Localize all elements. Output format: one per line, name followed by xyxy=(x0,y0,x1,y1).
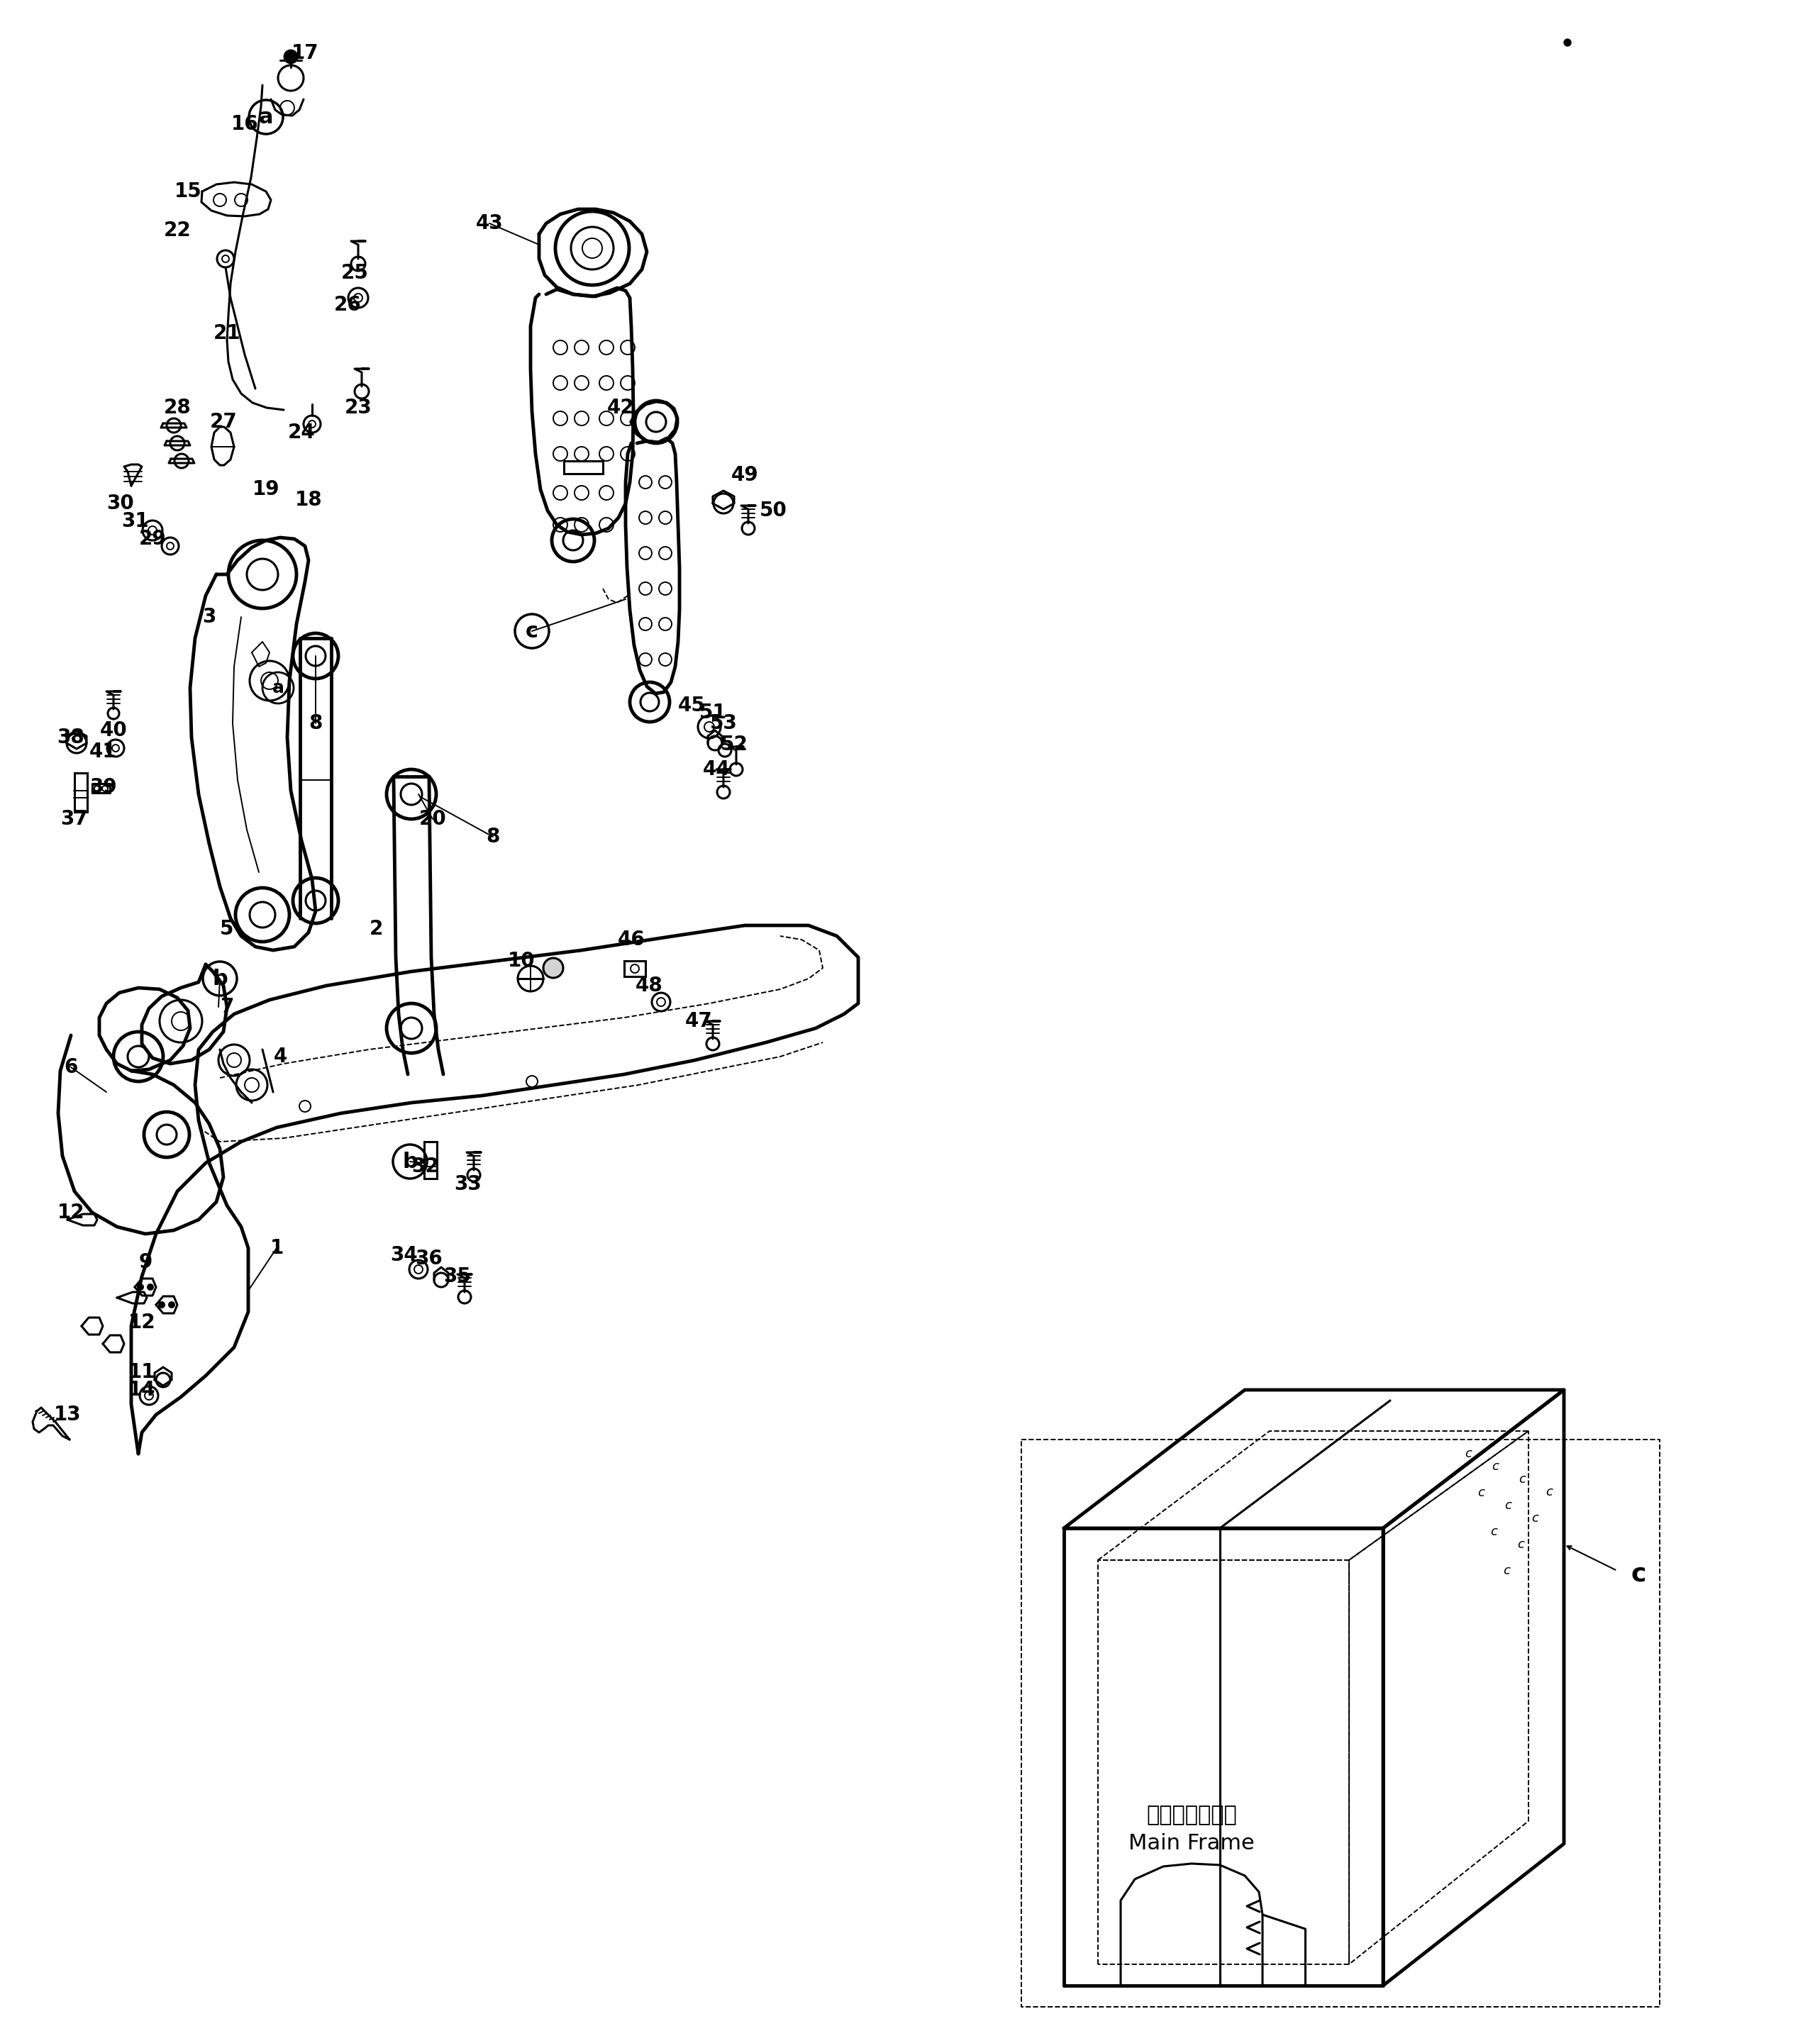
Circle shape xyxy=(138,1285,144,1289)
Text: 17: 17 xyxy=(291,43,318,63)
Text: 44: 44 xyxy=(703,760,730,778)
Text: b: b xyxy=(402,1152,417,1173)
Text: 12: 12 xyxy=(127,1312,155,1332)
Bar xyxy=(424,1142,437,1179)
Circle shape xyxy=(544,958,562,979)
Text: 39: 39 xyxy=(89,776,116,797)
Text: 49: 49 xyxy=(732,466,759,484)
Text: 43: 43 xyxy=(475,212,502,233)
Text: 30: 30 xyxy=(107,494,135,513)
Text: メインフレーム: メインフレーム xyxy=(1147,1806,1238,1826)
Text: 4: 4 xyxy=(273,1046,288,1066)
Text: 36: 36 xyxy=(415,1248,442,1269)
Text: 28: 28 xyxy=(164,398,191,417)
Text: 42: 42 xyxy=(606,398,635,417)
Text: 24: 24 xyxy=(288,423,315,443)
Text: b: b xyxy=(213,968,228,989)
Text: 35: 35 xyxy=(444,1267,471,1287)
Bar xyxy=(564,462,602,474)
Text: 8: 8 xyxy=(486,827,501,846)
Circle shape xyxy=(286,51,297,63)
Text: 31: 31 xyxy=(122,511,149,531)
Circle shape xyxy=(147,1285,153,1289)
Text: a: a xyxy=(271,680,284,697)
Text: 6: 6 xyxy=(64,1058,78,1077)
Text: 21: 21 xyxy=(213,323,240,343)
Text: 7: 7 xyxy=(220,997,233,1017)
Text: 14: 14 xyxy=(127,1379,155,1399)
Text: 52: 52 xyxy=(721,735,748,754)
Text: 23: 23 xyxy=(344,398,371,417)
Text: 15: 15 xyxy=(175,182,202,202)
Text: Main Frame: Main Frame xyxy=(1128,1833,1254,1853)
Text: 37: 37 xyxy=(60,809,87,829)
Text: c: c xyxy=(1503,1565,1511,1577)
Text: 22: 22 xyxy=(164,221,191,241)
Text: 20: 20 xyxy=(419,809,446,829)
Text: 12: 12 xyxy=(56,1203,84,1222)
Text: 25: 25 xyxy=(340,264,368,282)
Text: c: c xyxy=(1465,1446,1472,1461)
Text: 50: 50 xyxy=(759,501,786,521)
Text: 5: 5 xyxy=(220,919,235,940)
Bar xyxy=(75,772,87,811)
Text: 11: 11 xyxy=(127,1363,155,1383)
Circle shape xyxy=(169,1301,175,1308)
Text: 2: 2 xyxy=(369,919,382,940)
Text: 10: 10 xyxy=(508,950,535,970)
Bar xyxy=(624,960,646,977)
Text: 34: 34 xyxy=(391,1246,419,1265)
Text: 1: 1 xyxy=(269,1238,284,1258)
Text: c: c xyxy=(1518,1538,1523,1551)
Text: c: c xyxy=(1518,1473,1525,1485)
Text: 48: 48 xyxy=(635,977,662,995)
Text: a: a xyxy=(258,106,273,127)
Text: 40: 40 xyxy=(100,721,127,740)
Text: 45: 45 xyxy=(677,697,706,715)
Text: c: c xyxy=(1478,1487,1485,1500)
Text: c: c xyxy=(1505,1500,1511,1512)
Text: 29: 29 xyxy=(138,529,166,550)
Text: 53: 53 xyxy=(710,713,737,733)
Circle shape xyxy=(1563,39,1571,47)
Text: c: c xyxy=(1531,1512,1538,1524)
Text: 51: 51 xyxy=(699,703,726,723)
Text: 46: 46 xyxy=(617,930,644,950)
Text: 9: 9 xyxy=(138,1252,153,1273)
Text: 16: 16 xyxy=(231,114,258,135)
Text: 18: 18 xyxy=(295,490,322,511)
Text: 13: 13 xyxy=(53,1406,82,1424)
Text: 41: 41 xyxy=(89,742,116,762)
Text: c: c xyxy=(1491,1526,1498,1538)
Circle shape xyxy=(158,1301,164,1308)
Text: 32: 32 xyxy=(411,1156,439,1177)
Text: 3: 3 xyxy=(202,607,217,627)
Text: 8: 8 xyxy=(309,713,322,733)
Text: c: c xyxy=(1631,1563,1645,1585)
Text: c: c xyxy=(526,621,539,642)
Text: c: c xyxy=(1492,1461,1498,1473)
Text: 19: 19 xyxy=(253,480,280,498)
Text: 38: 38 xyxy=(56,727,86,748)
Text: 33: 33 xyxy=(455,1175,482,1195)
Text: 26: 26 xyxy=(333,294,362,315)
Text: 27: 27 xyxy=(209,413,237,431)
Text: 47: 47 xyxy=(684,1011,712,1032)
Text: c: c xyxy=(1545,1485,1552,1498)
